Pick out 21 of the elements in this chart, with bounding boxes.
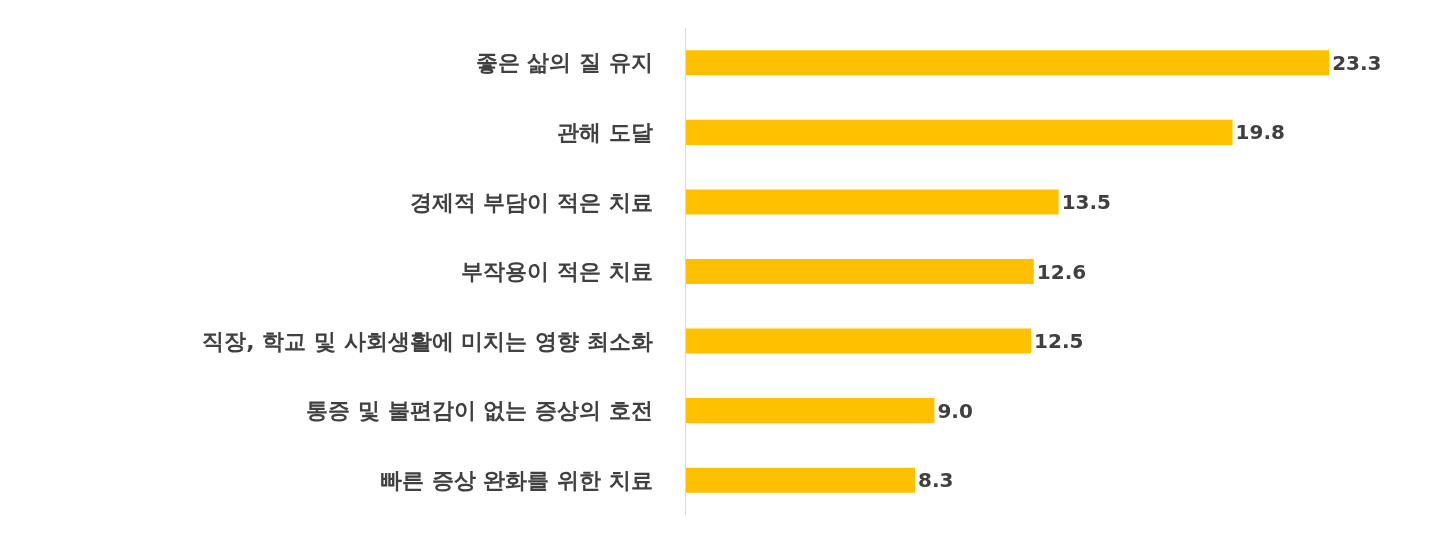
y-tick-label: 좋은 삶의 질 유지 (475, 50, 653, 76)
y-tick-label: 부작용이 적은 치료 (461, 259, 653, 285)
y-tick-label: 직장, 학교 및 사회생활에 미치는 영향 최소화 (202, 328, 653, 354)
y-tick-label: 빠른 증상 완화를 위한 치료 (379, 467, 653, 493)
bar (686, 398, 935, 424)
bar (686, 258, 1034, 285)
data-label: 13.5 (1061, 189, 1111, 214)
y-tick-label: 통증 및 불편감이 없는 증상의 호전 (306, 398, 653, 424)
data-label: 8.3 (918, 468, 954, 493)
y-tick-label: 관해 도달 (556, 120, 653, 146)
data-label: 12.6 (1036, 259, 1087, 284)
data-label: 12.5 (1034, 329, 1084, 354)
bar (686, 50, 1330, 76)
bar (686, 189, 1059, 215)
bar (686, 328, 1032, 354)
data-label: 9.0 (937, 398, 973, 423)
data-label: 19.8 (1235, 120, 1285, 145)
bar (686, 467, 916, 493)
data-label: 23.3 (1332, 50, 1382, 75)
y-tick-label: 경제적 부담이 적은 치료 (409, 189, 653, 215)
bar (686, 119, 1233, 145)
